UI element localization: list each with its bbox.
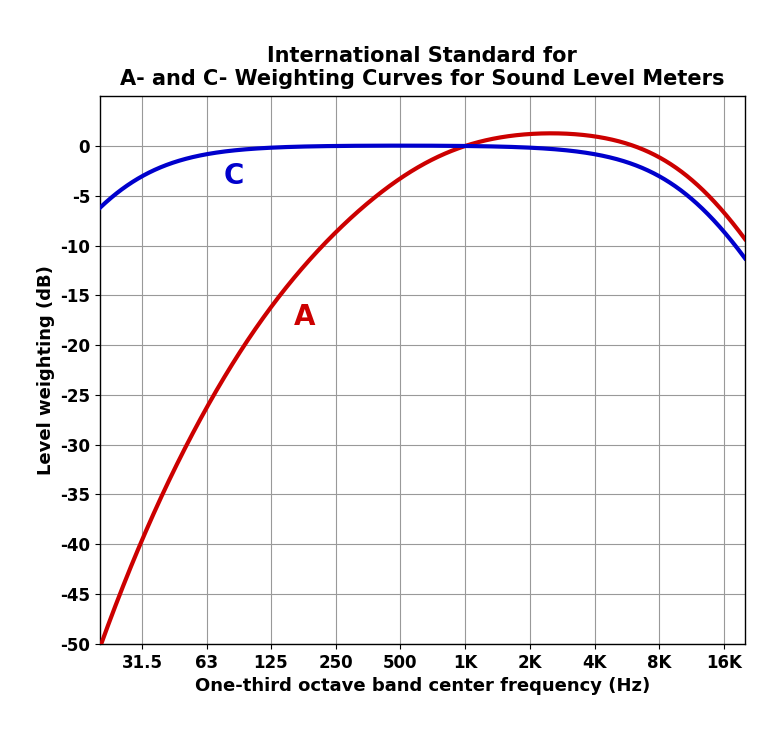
Text: A: A [294, 303, 316, 332]
Title: International Standard for
A- and C- Weighting Curves for Sound Level Meters: International Standard for A- and C- Wei… [120, 46, 725, 89]
Text: C: C [223, 162, 243, 190]
X-axis label: One-third octave band center frequency (Hz): One-third octave band center frequency (… [195, 677, 650, 695]
Y-axis label: Level weighting (dB): Level weighting (dB) [37, 265, 55, 475]
